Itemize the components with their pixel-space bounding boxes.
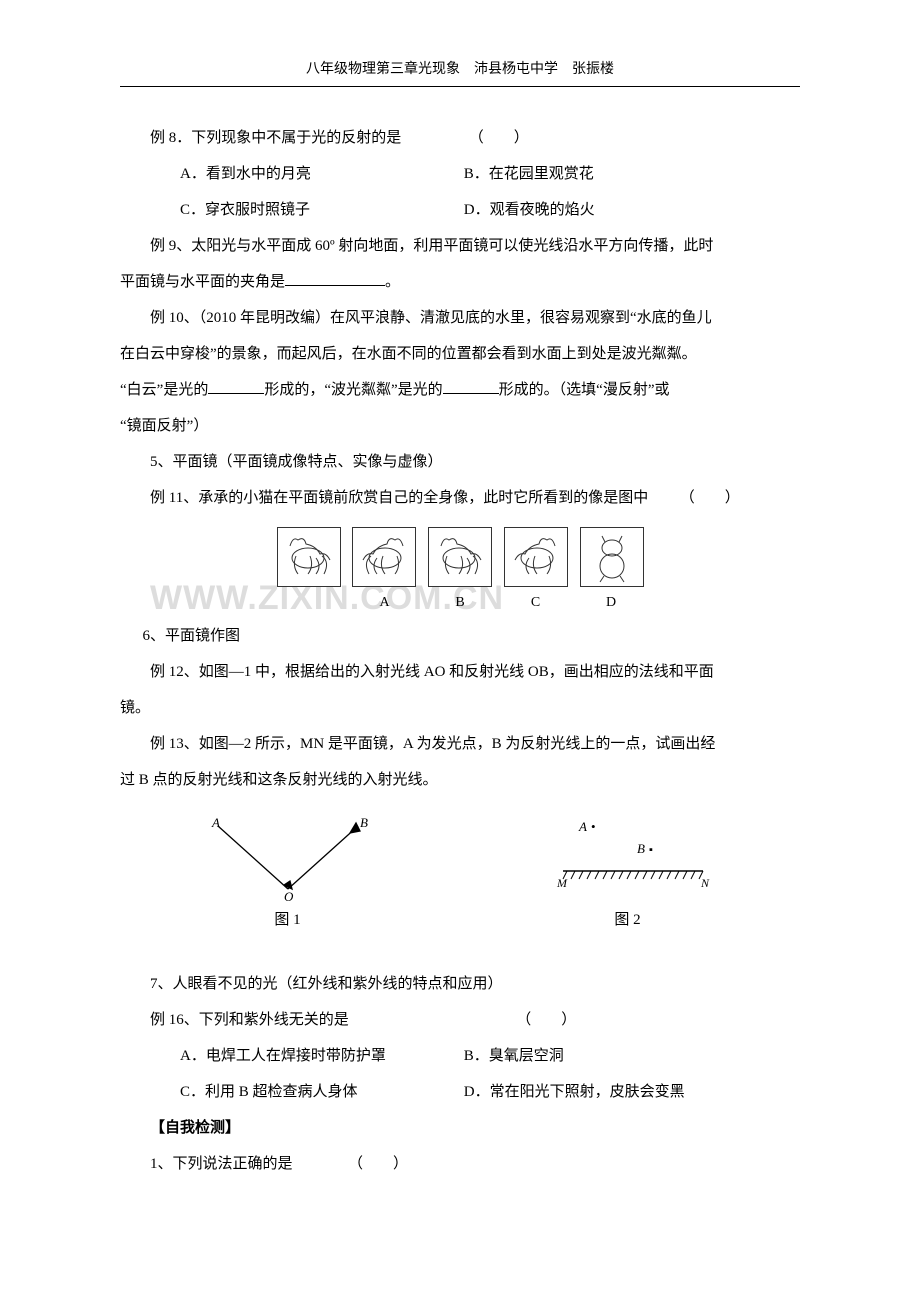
q13-line1: 例 13、如图—2 所示，MN 是平面镜，A 为发光点，B 为反射光线上的一点，… <box>120 729 800 759</box>
figure-row: A B O 图 1 A • B ▪ <box>120 811 800 935</box>
q8-opt-b: B．在花园里观赏花 <box>434 159 594 189</box>
fig2-label-m: M <box>556 876 568 890</box>
q11-paren: （ ） <box>680 490 740 506</box>
fig2-label-b: B <box>637 841 645 856</box>
fig2-label-n: N <box>700 876 710 890</box>
q8-paren: （ ） <box>469 130 529 146</box>
q9-blank <box>285 270 385 286</box>
q16-opt-d: D．常在阳光下照射，皮肤会变黑 <box>434 1077 685 1107</box>
figure-2: A • B ▪ M <box>533 811 723 935</box>
q16-stem-text: 例 16、下列和紫外线无关的是 <box>150 1012 349 1028</box>
section-5: 5、平面镜（平面镜成像特点、实像与虚像） <box>120 447 800 477</box>
fig2-square-b: ▪ <box>649 844 653 856</box>
fig1-label-a: A <box>211 815 220 830</box>
st1-stem-text: 1、下列说法正确的是 <box>150 1156 293 1172</box>
q12-line2: 镜。 <box>120 693 800 723</box>
st1-stem: 1、下列说法正确的是 （ ） <box>120 1149 800 1179</box>
selftest-title: 【自我检测】 <box>120 1113 800 1143</box>
q16-row2: C．利用 B 超检查病人身体 D．常在阳光下照射，皮肤会变黑 <box>120 1077 800 1107</box>
q16-row1: A．电焊工人在焊接时带防护罩 B．臭氧层空洞 <box>120 1041 800 1071</box>
fig2-caption: 图 2 <box>533 905 723 935</box>
q9-period: 。 <box>385 274 400 290</box>
q8-row1: A．看到水中的月亮 B．在花园里观赏花 <box>120 159 800 189</box>
q8-row2: C．穿衣服时照镜子 D．观看夜晚的焰火 <box>120 195 800 225</box>
q11-stem-text: 例 11、承承的小猫在平面镜前欣赏自己的全身像，此时它所看到的像是图中 <box>150 490 648 506</box>
q8-opt-a: A．看到水中的月亮 <box>150 159 430 189</box>
q10-line3: “白云”是光的 形成的，“波光粼粼”是光的 形成的。（选填“漫反射”或 <box>120 375 800 405</box>
q8-opt-c: C．穿衣服时照镜子 <box>150 195 430 225</box>
cat-label-a: A <box>349 589 421 617</box>
q10-blank2 <box>443 378 499 394</box>
fig1-label-o: O <box>284 889 294 901</box>
q16-stem: 例 16、下列和紫外线无关的是 （ ） <box>120 1005 800 1035</box>
q10-line4: “镜面反射”） <box>120 411 800 441</box>
q9-line1: 例 9、太阳光与水平面成 60º 射向地面，利用平面镜可以使光线沿水平方向传播，… <box>120 231 800 261</box>
q11-stem: 例 11、承承的小猫在平面镜前欣赏自己的全身像，此时它所看到的像是图中 （ ） <box>120 483 800 513</box>
fig1-label-b: B <box>360 815 368 830</box>
fig2-dot-a: • <box>591 819 596 834</box>
q8-stem-text: 例 8．下列现象中不属于光的反射的是 <box>150 130 401 146</box>
page-header: 八年级物理第三章光现象 沛县杨屯中学 张振楼 <box>120 56 800 87</box>
q10-line2: 在白云中穿梭”的景象，而起风后，在水面不同的位置都会看到水面上到处是波光粼粼。 <box>120 339 800 369</box>
fig2-label-a: A <box>578 819 587 834</box>
q16-opt-c: C．利用 B 超检查病人身体 <box>150 1077 430 1107</box>
section-7: 7、人眼看不见的光（红外线和紫外线的特点和应用） <box>120 969 800 999</box>
cat-c <box>504 527 568 587</box>
st1-paren: （ ） <box>348 1156 408 1172</box>
cat-d <box>580 527 644 587</box>
q12-line1: 例 12、如图—1 中，根据给出的入射光线 AO 和反射光线 OB，画出相应的法… <box>120 657 800 687</box>
q8-opt-d: D．观看夜晚的焰火 <box>434 195 595 225</box>
q10-blank1 <box>208 378 264 394</box>
q10-line1: 例 10、（2010 年昆明改编）在风平浪静、清澈见底的水里，很容易观察到“水底… <box>120 303 800 333</box>
q9-line2-text: 平面镜与水平面的夹角是 <box>120 274 285 290</box>
cat-original <box>277 527 341 587</box>
cat-label-d: D <box>575 589 647 617</box>
q10-l3c: 形成的。（选填“漫反射”或 <box>499 382 670 398</box>
q10-l3b: 形成的，“波光粼粼”是光的 <box>264 382 442 398</box>
cat-label-b: B <box>424 589 496 617</box>
cat-label-blank <box>273 589 345 617</box>
section-6: 6、平面镜作图 <box>120 621 800 651</box>
q16-opt-b: B．臭氧层空洞 <box>434 1041 564 1071</box>
cat-labels: A B C D <box>120 589 800 617</box>
q13-line2: 过 B 点的反射光线和这条反射光线的入射光线。 <box>120 765 800 795</box>
cat-b <box>428 527 492 587</box>
cat-figure-row <box>120 527 800 587</box>
q16-opt-a: A．电焊工人在焊接时带防护罩 <box>150 1041 430 1071</box>
fig1-caption: 图 1 <box>198 905 378 935</box>
cat-a <box>352 527 416 587</box>
q10-l3a: “白云”是光的 <box>120 382 208 398</box>
q16-paren: （ ） <box>516 1012 576 1028</box>
figure-1: A B O 图 1 <box>198 811 378 935</box>
q8-stem: 例 8．下列现象中不属于光的反射的是 （ ） <box>120 123 800 153</box>
q9-line2: 平面镜与水平面的夹角是 。 <box>120 267 800 297</box>
cat-label-c: C <box>500 589 572 617</box>
